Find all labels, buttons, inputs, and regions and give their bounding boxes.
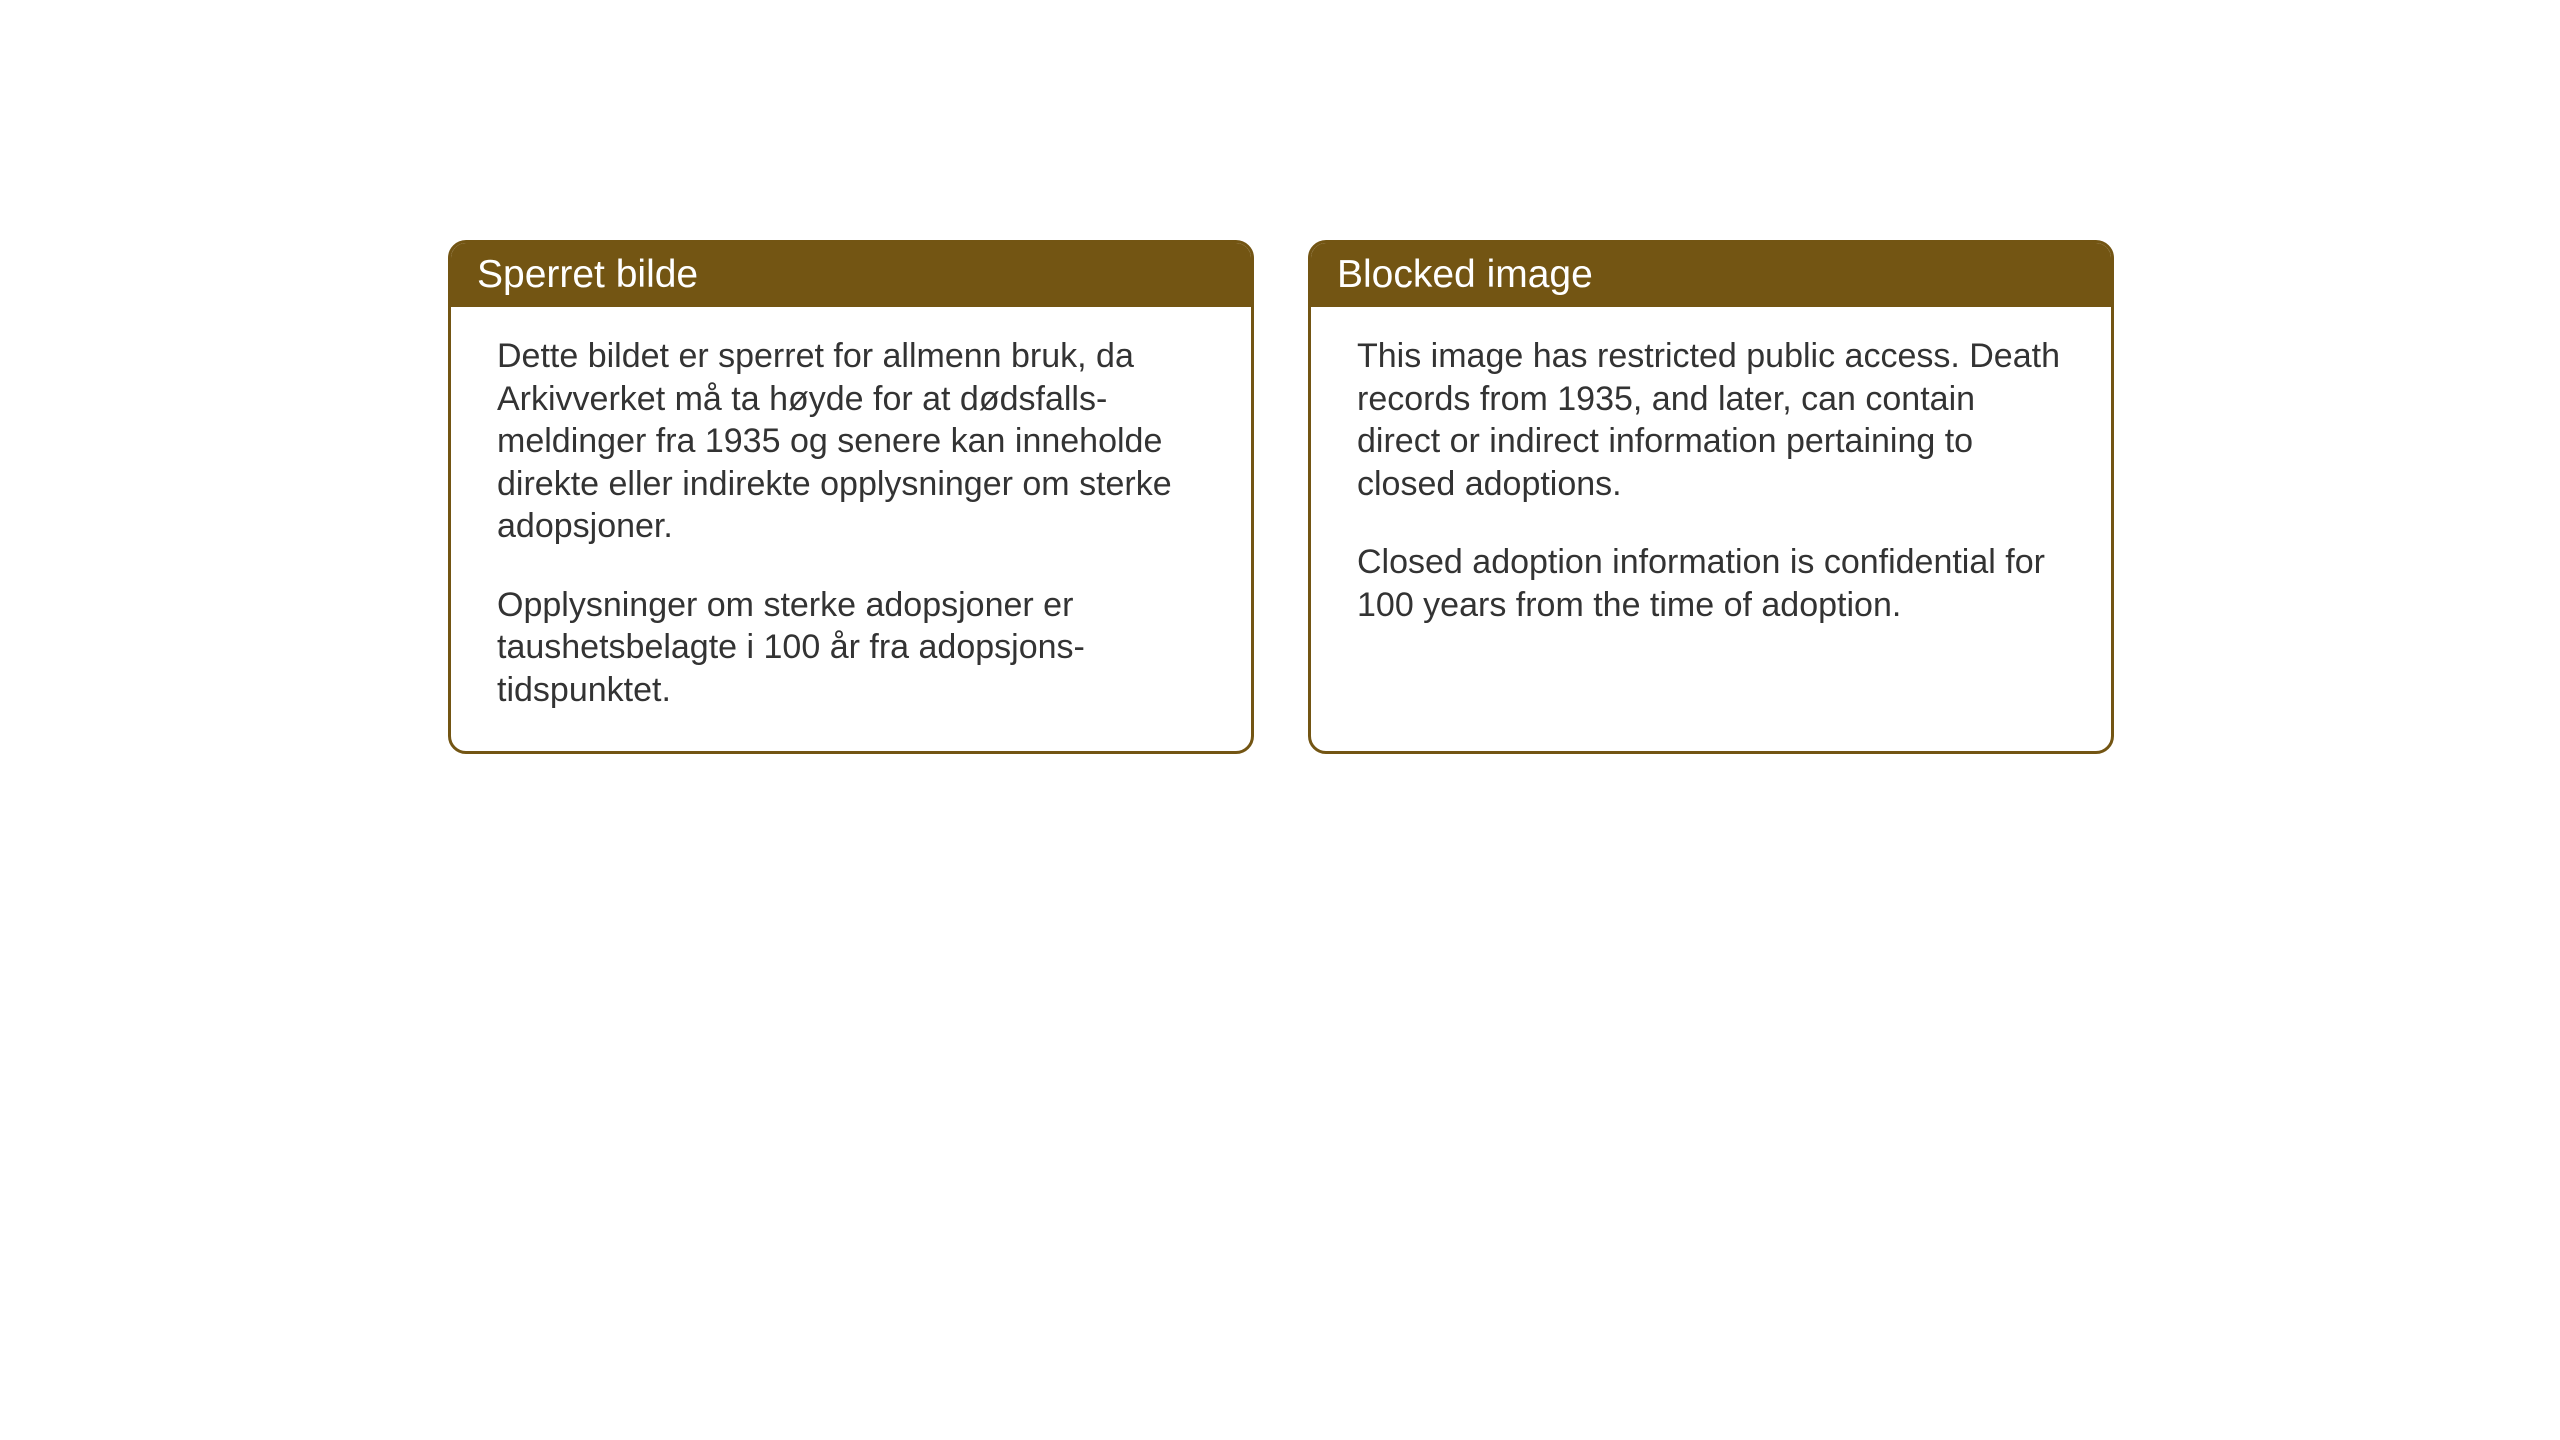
- card-norwegian: Sperret bilde Dette bildet er sperret fo…: [448, 240, 1254, 754]
- card-english-body: This image has restricted public access.…: [1311, 307, 2111, 666]
- card-norwegian-paragraph-1: Dette bildet er sperret for allmenn bruk…: [497, 335, 1205, 548]
- card-norwegian-title: Sperret bilde: [477, 253, 698, 296]
- card-english-header: Blocked image: [1311, 243, 2111, 307]
- card-norwegian-body: Dette bildet er sperret for allmenn bruk…: [451, 307, 1251, 751]
- card-english-title: Blocked image: [1337, 253, 1593, 296]
- card-english-paragraph-1: This image has restricted public access.…: [1357, 335, 2065, 505]
- card-norwegian-paragraph-2: Opplysninger om sterke adopsjoner er tau…: [497, 584, 1205, 712]
- card-english-paragraph-2: Closed adoption information is confident…: [1357, 541, 2065, 626]
- card-norwegian-header: Sperret bilde: [451, 243, 1251, 307]
- cards-container: Sperret bilde Dette bildet er sperret fo…: [448, 240, 2114, 754]
- card-english: Blocked image This image has restricted …: [1308, 240, 2114, 754]
